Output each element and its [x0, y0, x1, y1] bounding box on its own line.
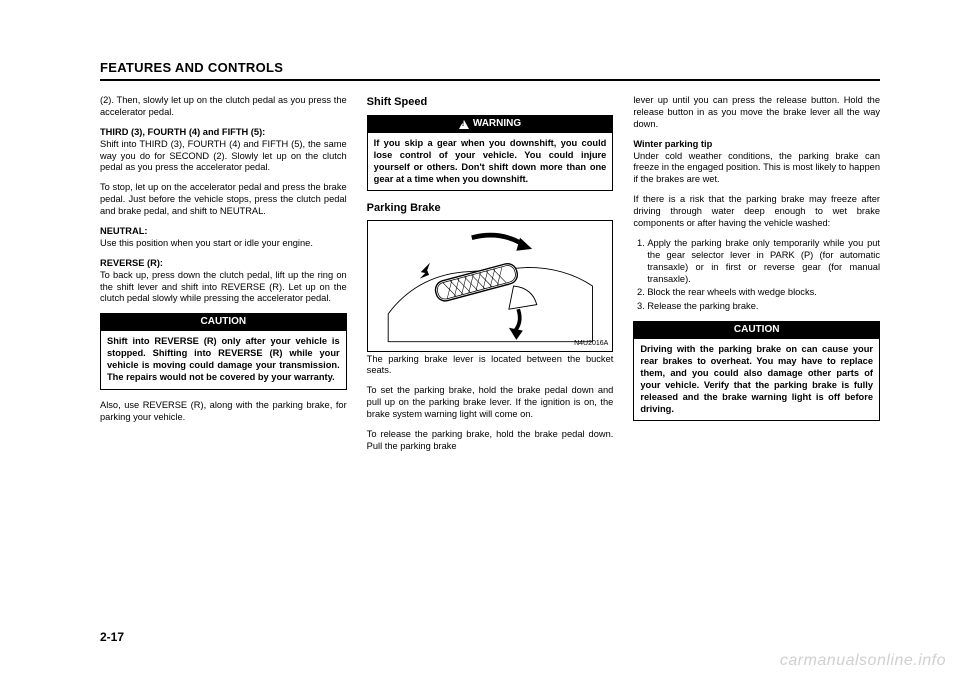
body-text: If there is a risk that the parking brak… [633, 194, 880, 230]
body-text: (2). Then, slowly let up on the clutch p… [100, 95, 347, 119]
subheading: THIRD (3), FOURTH (4) and FIFTH (5):Shif… [100, 127, 347, 175]
warning-body: If you skip a gear when you downshift, y… [368, 133, 613, 191]
body-text: To set the parking brake, hold the brake… [367, 385, 614, 421]
warning-box: WARNING If you skip a gear when you down… [367, 115, 614, 191]
caution-box: CAUTION Driving with the parking brake o… [633, 321, 880, 421]
caution-box: CAUTION Shift into REVERSE (R) only afte… [100, 313, 347, 389]
caution-body: Shift into REVERSE (R) only after your v… [101, 331, 346, 389]
list-item: Apply the parking brake only temporarily… [647, 238, 880, 286]
body-text: To stop, let up on the accelerator pedal… [100, 182, 347, 218]
warning-icon [459, 120, 469, 129]
caution-body: Driving with the parking brake on can ca… [634, 339, 879, 420]
body-text: The parking brake lever is located betwe… [367, 354, 614, 378]
column-2: Shift Speed WARNING If you skip a gear w… [367, 95, 614, 461]
watermark: carmanualsonline.info [780, 652, 946, 670]
list-item: Release the parking brake. [647, 301, 880, 313]
section-title: Parking Brake [367, 201, 614, 215]
page: FEATURES AND CONTROLS (2). Then, slowly … [0, 0, 960, 678]
body-text: To release the parking brake, hold the b… [367, 429, 614, 453]
column-3: lever up until you can press the release… [633, 95, 880, 461]
warning-title: WARNING [368, 116, 613, 133]
page-header: FEATURES AND CONTROLS [100, 60, 880, 81]
content-columns: (2). Then, slowly let up on the clutch p… [100, 95, 880, 461]
list-item: Block the rear wheels with wedge blocks. [647, 287, 880, 299]
figure-label: N4U2016A [574, 340, 608, 349]
numbered-list: Apply the parking brake only temporarily… [633, 238, 880, 313]
subheading: REVERSE (R):To back up, press down the c… [100, 258, 347, 306]
caution-title: CAUTION [101, 314, 346, 331]
subheading: NEUTRAL:Use this position when you start… [100, 226, 347, 250]
parking-brake-illustration [368, 221, 613, 351]
page-number: 2-17 [100, 630, 124, 644]
body-text: Also, use REVERSE (R), along with the pa… [100, 400, 347, 424]
column-1: (2). Then, slowly let up on the clutch p… [100, 95, 347, 461]
section-title: Shift Speed [367, 95, 614, 109]
body-text: lever up until you can press the release… [633, 95, 880, 131]
parking-brake-figure: N4U2016A [367, 220, 614, 352]
caution-title: CAUTION [634, 322, 879, 339]
subheading: Winter parking tipUnder cold weather con… [633, 139, 880, 187]
